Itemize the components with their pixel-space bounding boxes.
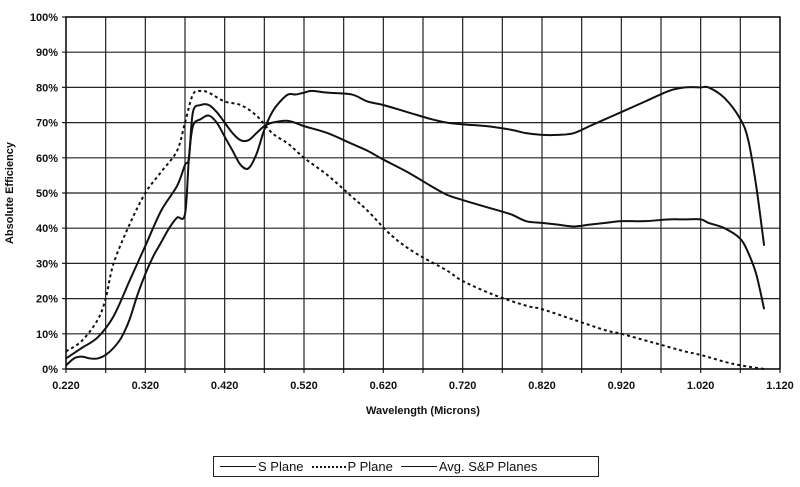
legend-label: S Plane [258, 459, 304, 474]
legend: S Plane P Plane Avg. S&P Planes [213, 456, 599, 477]
x-tick-label: 0.320 [132, 380, 160, 392]
y-tick-label: 50% [36, 188, 58, 200]
y-tick-label: 90% [36, 47, 58, 59]
x-axis-label: Wavelength (Microns) [366, 405, 480, 417]
legend-item-p-plane: P Plane [311, 459, 393, 474]
legend-swatch-dotted [311, 465, 346, 468]
legend-item-avg: Avg. S&P Planes [400, 459, 538, 474]
y-tick-label: 60% [36, 153, 58, 165]
x-tick-label: 0.820 [528, 380, 556, 392]
x-tick-label: 1.020 [687, 380, 715, 392]
series-line-avg-s-p-planes [65, 103, 766, 360]
grid [62, 16, 781, 373]
y-tick-label: 100% [30, 12, 58, 24]
y-tick-label: 20% [36, 294, 58, 306]
y-tick-label: 70% [36, 118, 58, 130]
legend-item-s-plane: S Plane [220, 459, 304, 474]
y-tick-label: 30% [36, 258, 58, 270]
y-axis-ticks: 0% 10% 20% 30% 40% 50% 60% 70% 80% 90% 100% [30, 12, 58, 376]
y-tick-label: 40% [36, 223, 58, 235]
legend-swatch-solid [220, 466, 256, 467]
series-lines [65, 85, 766, 370]
x-tick-label: 0.920 [608, 380, 636, 392]
x-tick-label: 1.120 [766, 380, 794, 392]
legend-label: P Plane [347, 459, 393, 474]
legend-label: Avg. S&P Planes [438, 459, 538, 474]
y-tick-label: 80% [36, 82, 58, 94]
x-tick-label: 0.620 [370, 380, 398, 392]
legend-swatch-solid [400, 466, 437, 467]
series-line-p-plane [65, 89, 765, 370]
y-axis-label: Absolute Efficiency [4, 141, 16, 244]
y-tick-label: 0% [42, 364, 58, 376]
y-tick-label: 10% [36, 329, 58, 341]
plot-border [65, 16, 781, 370]
series-line-s-plane [65, 85, 766, 367]
x-tick-label: 0.520 [290, 380, 318, 392]
x-axis-ticks: 0.220 0.320 0.420 0.520 0.620 0.720 0.820 0.920… [52, 380, 794, 392]
x-tick-label: 0.720 [449, 380, 477, 392]
x-tick-label: 0.220 [52, 380, 80, 392]
x-tick-label: 0.420 [211, 380, 239, 392]
